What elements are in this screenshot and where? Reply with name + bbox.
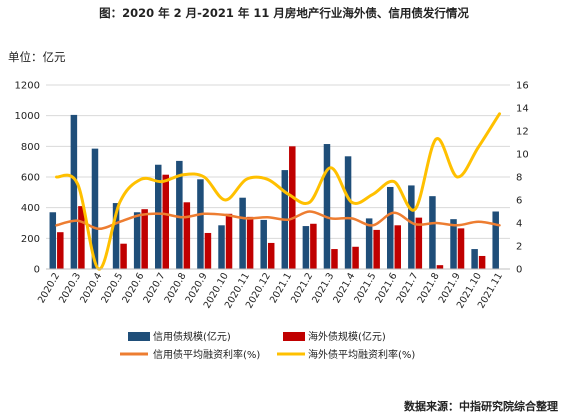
bar-credit-scale bbox=[323, 144, 331, 269]
bar-overseas-scale bbox=[204, 232, 212, 269]
bar-credit-scale bbox=[155, 164, 162, 269]
legend-swatch-overseas-scale bbox=[283, 332, 305, 341]
unit-label: 单位：亿元 bbox=[8, 50, 66, 64]
bar-credit-scale bbox=[365, 218, 373, 269]
y-left-tick-label: 1200 bbox=[15, 81, 40, 92]
bar-credit-scale bbox=[239, 197, 246, 269]
bar-overseas-scale bbox=[457, 228, 465, 269]
legend-label-credit-rate: 信用债平均融资利率(%) bbox=[153, 348, 260, 361]
bar-overseas-scale bbox=[78, 206, 85, 269]
legend-item-overseas-rate: 海外债平均融资利率(%) bbox=[277, 348, 415, 361]
bar-credit-scale bbox=[387, 186, 394, 269]
y-right-tick-label: 16 bbox=[516, 81, 529, 92]
bar-credit-scale bbox=[302, 226, 310, 269]
y-right-tick-label: 0 bbox=[516, 265, 522, 276]
bar-overseas-scale bbox=[120, 243, 127, 269]
bar-credit-scale bbox=[429, 196, 436, 269]
y-left-tick-label: 200 bbox=[21, 234, 40, 245]
y-left-tick-label: 400 bbox=[21, 203, 40, 214]
left-axis: 0 200 400 600 800 1000 1200 bbox=[15, 81, 40, 276]
bar-credit-scale bbox=[70, 114, 78, 270]
x-axis: 2020.22020.32020.42020.52020.62020.72020… bbox=[36, 268, 510, 311]
bar-overseas-scale bbox=[436, 265, 444, 269]
legend: 信用债规模(亿元) 海外债规模(亿元) 信用债平均融资利率(%) 海外债平均融资… bbox=[120, 330, 415, 361]
bar-overseas-scale bbox=[162, 174, 169, 269]
bar-credit-scale bbox=[260, 219, 267, 269]
bar-credit-scale bbox=[344, 156, 352, 269]
bars bbox=[49, 114, 499, 270]
bar-credit-scale bbox=[91, 148, 99, 269]
bar-credit-scale bbox=[197, 179, 204, 269]
y-right-tick-label: 6 bbox=[516, 196, 522, 207]
bar-credit-scale bbox=[471, 249, 478, 269]
legend-label-overseas-scale: 海外债规模(亿元) bbox=[308, 330, 386, 343]
legend-item-credit-scale: 信用债规模(亿元) bbox=[128, 330, 231, 343]
bar-overseas-scale bbox=[57, 232, 64, 269]
y-left-tick-label: 1000 bbox=[15, 111, 40, 122]
bar-credit-scale bbox=[492, 211, 499, 269]
gridlines bbox=[46, 84, 510, 270]
bar-overseas-scale bbox=[415, 217, 423, 269]
bar-credit-scale bbox=[49, 212, 57, 269]
bar-overseas-scale bbox=[478, 255, 486, 269]
bar-credit-scale bbox=[176, 160, 183, 269]
legend-label-overseas-rate: 海外债平均融资利率(%) bbox=[308, 348, 415, 361]
legend-label-credit-scale: 信用债规模(亿元) bbox=[153, 330, 231, 343]
y-left-tick-label: 0 bbox=[34, 265, 40, 276]
y-left-tick-label: 800 bbox=[21, 142, 40, 153]
bar-overseas-scale bbox=[183, 202, 191, 269]
legend-item-credit-rate: 信用债平均融资利率(%) bbox=[120, 348, 260, 361]
bar-credit-scale bbox=[408, 185, 415, 269]
bar-overseas-scale bbox=[373, 229, 380, 269]
bar-credit-scale bbox=[218, 225, 225, 269]
y-right-tick-label: 12 bbox=[516, 127, 529, 138]
y-right-tick-label: 4 bbox=[516, 219, 522, 230]
bar-overseas-scale bbox=[267, 242, 275, 269]
bar-overseas-scale bbox=[289, 146, 296, 269]
bar-overseas-scale bbox=[246, 216, 254, 269]
line-credit-rate bbox=[55, 210, 501, 231]
y-right-tick-label: 2 bbox=[516, 242, 522, 253]
bar-overseas-scale bbox=[331, 249, 338, 269]
y-right-tick-label: 10 bbox=[516, 150, 529, 161]
bar-overseas-scale bbox=[310, 223, 317, 269]
right-axis: 0 2 4 6 8 10 12 14 16 bbox=[516, 81, 529, 276]
line-overseas-rate bbox=[55, 112, 501, 271]
chart-title: 图：2020 年 2 月-2021 年 11 月房地产行业海外债、信用债发行情况 bbox=[99, 6, 469, 20]
legend-item-overseas-scale: 海外债规模(亿元) bbox=[283, 330, 386, 343]
legend-swatch-credit-scale bbox=[128, 332, 150, 341]
data-source: 数据来源：中指研究院综合整理 bbox=[404, 399, 558, 413]
y-left-tick-label: 600 bbox=[21, 173, 40, 184]
rate-lines bbox=[55, 112, 501, 271]
bar-credit-scale bbox=[133, 212, 141, 269]
bar-overseas-scale bbox=[352, 246, 359, 269]
y-right-tick-label: 14 bbox=[516, 104, 529, 115]
bar-credit-scale bbox=[450, 219, 457, 269]
y-right-tick-label: 8 bbox=[516, 173, 522, 184]
bar-credit-scale bbox=[112, 203, 120, 269]
bar-overseas-scale bbox=[141, 209, 148, 269]
bar-overseas-scale bbox=[225, 213, 233, 269]
bar-overseas-scale bbox=[394, 225, 401, 269]
